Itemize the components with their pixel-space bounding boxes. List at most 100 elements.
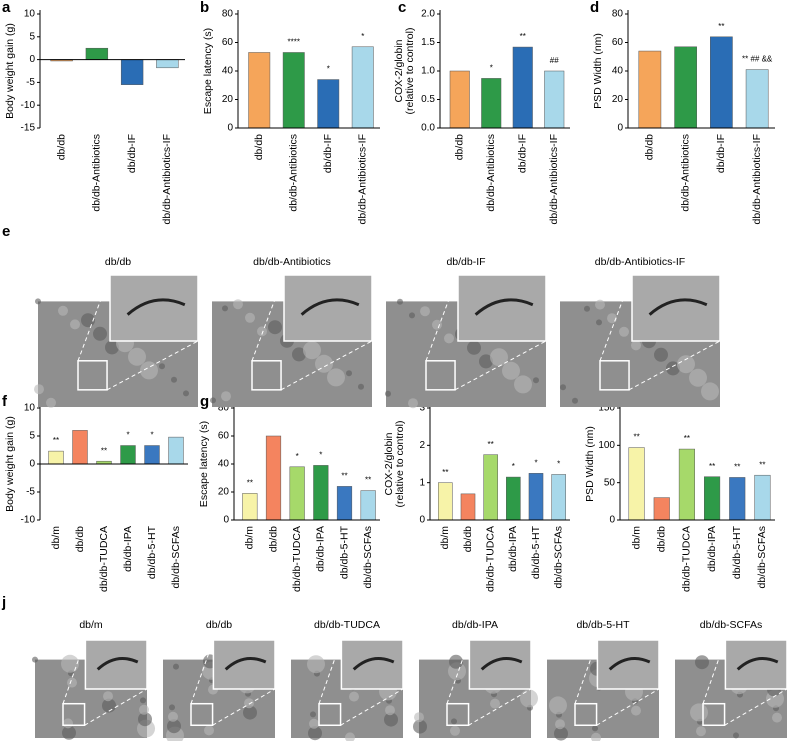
bar bbox=[704, 476, 721, 521]
texture bbox=[35, 298, 41, 305]
texture bbox=[245, 312, 255, 323]
zoom-line bbox=[318, 639, 342, 704]
x-tick-label: db/db-TUDCA bbox=[681, 526, 693, 592]
y-tick-label: 0 bbox=[29, 54, 35, 65]
x-tick-label: db/db-SCFAs bbox=[552, 526, 564, 588]
zoom-box bbox=[251, 360, 282, 391]
texture bbox=[490, 698, 500, 709]
y-tick-label: 60 bbox=[222, 37, 234, 48]
texture bbox=[450, 725, 460, 736]
texture bbox=[173, 663, 179, 670]
bar-label: ** ## && bbox=[742, 55, 773, 64]
inset-membrane bbox=[736, 656, 779, 671]
x-tick-label: db/db-Antibiotics bbox=[679, 134, 691, 212]
texture bbox=[103, 691, 113, 702]
bar bbox=[754, 474, 771, 521]
texture bbox=[479, 354, 493, 369]
zoom-line bbox=[212, 688, 276, 726]
inset-membrane bbox=[96, 656, 139, 671]
texture bbox=[128, 347, 146, 366]
texture bbox=[169, 704, 175, 711]
bar bbox=[638, 50, 662, 129]
bar bbox=[653, 497, 670, 521]
inset bbox=[631, 274, 721, 342]
texture bbox=[384, 712, 398, 727]
inset bbox=[212, 639, 276, 690]
zoom-box bbox=[446, 702, 470, 727]
bar-label: ** bbox=[341, 472, 347, 481]
texture bbox=[420, 306, 430, 317]
bar-label: * bbox=[327, 65, 330, 74]
y-tick-label: 0 bbox=[29, 459, 35, 470]
texture bbox=[58, 305, 68, 316]
bar-label: ** bbox=[365, 476, 371, 485]
bar-label: ** bbox=[718, 22, 724, 31]
bar-label: ** bbox=[520, 32, 526, 41]
y-tick-label: 50 bbox=[604, 477, 616, 488]
bar-label: * bbox=[126, 431, 129, 440]
x-tick-label: db/db-5-HT bbox=[731, 525, 743, 579]
texture bbox=[243, 705, 257, 720]
texture bbox=[308, 726, 322, 741]
zoom-line bbox=[340, 688, 404, 726]
texture bbox=[554, 726, 568, 741]
inset-membrane bbox=[608, 656, 651, 671]
zoom-line bbox=[62, 639, 86, 704]
inset bbox=[340, 639, 404, 690]
texture bbox=[268, 320, 282, 335]
texture bbox=[222, 305, 228, 312]
texture bbox=[67, 677, 77, 688]
zoom-box bbox=[425, 360, 456, 391]
y-tick-label: 60 bbox=[612, 37, 624, 48]
texture bbox=[689, 368, 707, 387]
x-tick-label: db/db-IPA bbox=[706, 526, 718, 572]
y-tick-label: 1.0 bbox=[421, 66, 435, 77]
inset-membrane bbox=[474, 298, 534, 316]
bar-label: ** bbox=[101, 446, 107, 455]
bar-label: ** bbox=[734, 463, 740, 472]
texture bbox=[303, 341, 321, 360]
texture bbox=[309, 718, 319, 729]
zoom-line bbox=[468, 688, 532, 726]
image-label: db/db-5-HT bbox=[576, 619, 630, 631]
x-tick-label: db/db bbox=[74, 526, 86, 552]
y-axis-label: PSD Width (nm) bbox=[584, 426, 596, 502]
inset-membrane bbox=[648, 298, 708, 316]
bar bbox=[351, 46, 374, 129]
y-tick-label: 0.5 bbox=[421, 94, 435, 105]
bar bbox=[710, 36, 733, 129]
bar bbox=[438, 482, 453, 521]
x-tick-label: db/db-IF bbox=[715, 134, 727, 173]
y-tick-label: 1.5 bbox=[421, 37, 435, 48]
texture bbox=[414, 712, 424, 723]
bar-label: ** bbox=[684, 434, 690, 443]
image-label: db/db-IF bbox=[446, 256, 485, 268]
texture bbox=[572, 397, 578, 404]
bar-label: ** bbox=[442, 468, 448, 477]
inset-membrane bbox=[352, 656, 395, 671]
image-label: db/db-IPA bbox=[452, 619, 498, 631]
bar bbox=[360, 490, 376, 521]
inset-membrane bbox=[480, 656, 523, 671]
bar bbox=[512, 46, 533, 129]
zoom-box bbox=[77, 360, 108, 391]
bar bbox=[544, 70, 565, 129]
y-axis-label: Escape latency (s) bbox=[198, 421, 210, 507]
x-tick-label: db/db-Antibiotics bbox=[485, 134, 497, 212]
zoom-box bbox=[62, 702, 86, 727]
x-tick-label: db/db-IF bbox=[517, 134, 529, 173]
y-tick-label: 10 bbox=[24, 403, 36, 414]
texture bbox=[70, 319, 80, 330]
y-tick-label: -10 bbox=[21, 100, 36, 111]
bar-label: ** bbox=[759, 460, 765, 469]
texture bbox=[596, 319, 602, 326]
texture bbox=[560, 384, 566, 391]
bar bbox=[628, 447, 645, 521]
zoom-line bbox=[596, 688, 660, 726]
bar bbox=[48, 450, 64, 465]
y-axis-label: Body weight gain (g) bbox=[4, 23, 16, 119]
y-axis-label: Body weight gain (g) bbox=[4, 416, 16, 512]
bar-label: * bbox=[150, 431, 153, 440]
x-tick-label: db/m bbox=[630, 526, 642, 550]
x-tick-label: db/db-5-HT bbox=[338, 525, 350, 579]
